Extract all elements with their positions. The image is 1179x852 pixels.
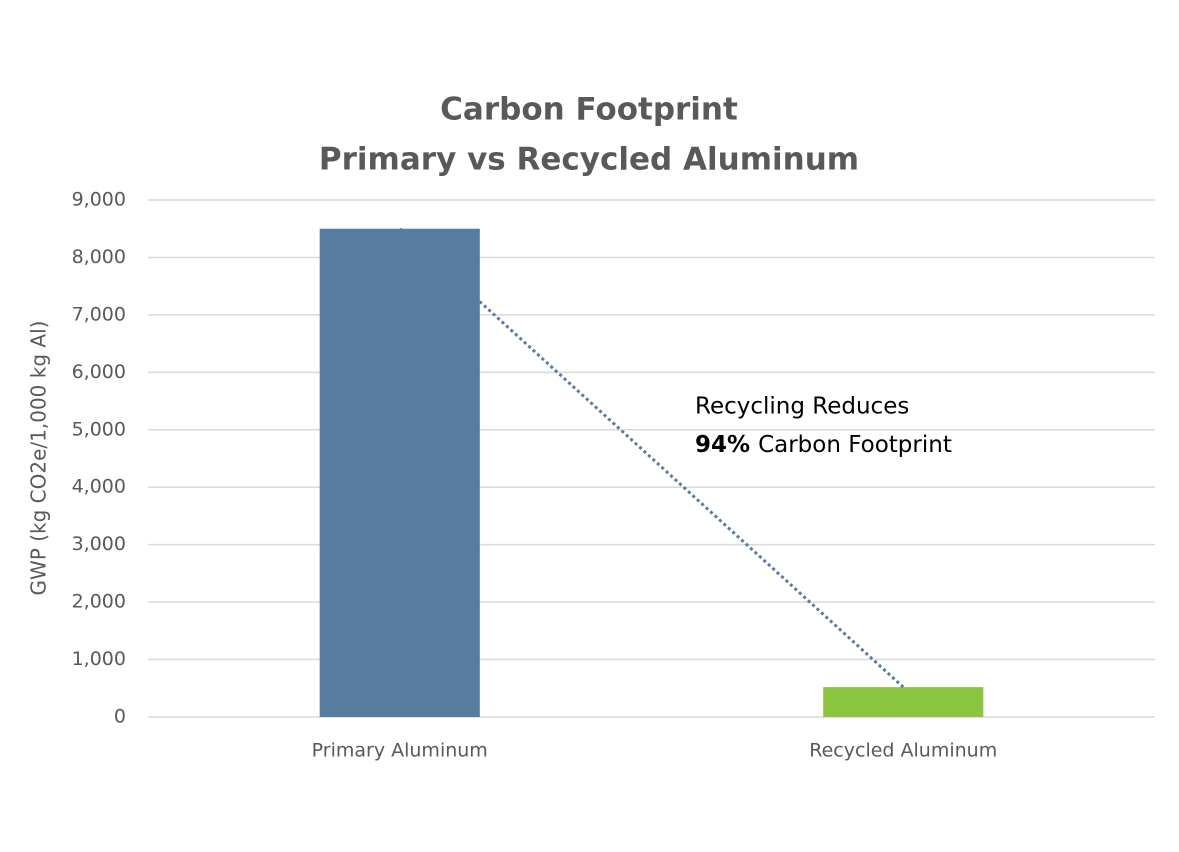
chart-title: Carbon Footprint xyxy=(440,92,738,128)
y-tick-label: 3,000 xyxy=(72,533,126,555)
y-tick-label: 5,000 xyxy=(72,418,126,440)
chart-subtitle: Primary vs Recycled Aluminum xyxy=(319,142,859,178)
y-tick-label: 7,000 xyxy=(72,303,126,325)
x-tick-label: Primary Aluminum xyxy=(312,740,488,762)
annotation: 94% Carbon Footprint xyxy=(695,432,952,458)
annotation-text: Carbon Footprint xyxy=(758,432,952,458)
y-tick-label: 4,000 xyxy=(72,476,126,498)
bar xyxy=(319,228,480,717)
y-tick-label: 6,000 xyxy=(72,361,126,383)
y-tick-label: 8,000 xyxy=(72,246,126,268)
x-tick-label: Recycled Aluminum xyxy=(809,740,997,762)
y-tick-label: 9,000 xyxy=(72,189,126,211)
bar xyxy=(823,687,984,717)
annotation: Recycling Reduces xyxy=(695,394,909,420)
annotation-bold: 94% xyxy=(695,432,750,458)
y-axis-label: GWP (kg CO2e/1,000 kg Al) xyxy=(27,321,51,596)
y-tick-label: 1,000 xyxy=(72,648,126,670)
y-tick-label: 0 xyxy=(114,706,126,728)
y-tick-label: 2,000 xyxy=(72,591,126,613)
